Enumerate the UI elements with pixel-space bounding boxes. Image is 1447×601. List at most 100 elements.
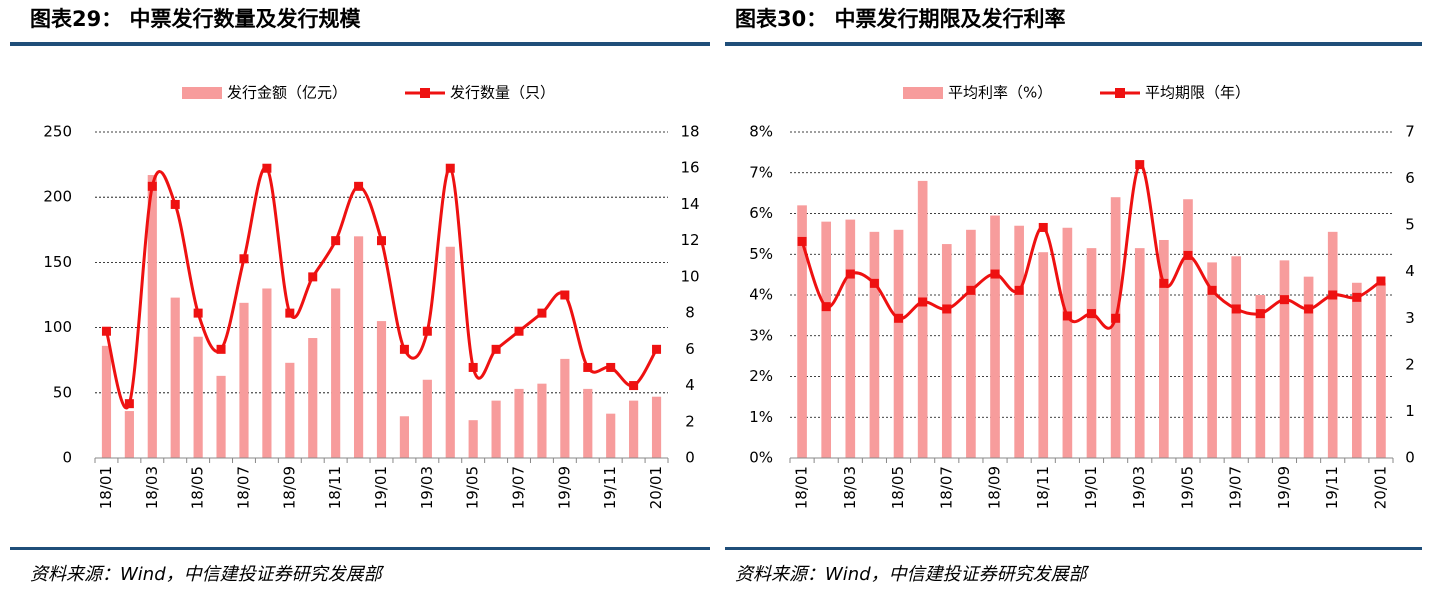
y2-tick-label: 12 [680, 231, 699, 249]
y2-tick-label: 7 [1405, 123, 1415, 141]
bar [1110, 197, 1121, 458]
bar [629, 400, 639, 458]
source-rule [725, 547, 1422, 550]
bar [1134, 248, 1145, 458]
marker [124, 399, 134, 409]
bar [285, 362, 295, 458]
bar [869, 231, 880, 458]
bar [216, 375, 226, 458]
y-tick-label: 3% [749, 326, 773, 344]
marker [845, 269, 855, 279]
x-tick-label: 18/11 [326, 466, 344, 509]
y-tick-label: 200 [43, 188, 72, 206]
legend-marker [420, 88, 430, 98]
bar [445, 246, 455, 458]
bar [262, 288, 272, 458]
x-tick-label: 19/01 [1082, 466, 1100, 509]
marker [308, 272, 318, 282]
marker [1159, 278, 1169, 288]
marker [147, 181, 157, 191]
bar [308, 338, 318, 458]
y2-tick-label: 2 [685, 412, 695, 430]
marker [377, 236, 386, 246]
bar [1159, 239, 1169, 458]
marker [1183, 250, 1193, 260]
bar [170, 297, 180, 458]
marker [445, 163, 455, 173]
bar [821, 221, 832, 458]
title-rule [725, 42, 1422, 46]
legend-marker [1115, 88, 1125, 98]
y2-tick-label: 2 [1405, 355, 1415, 373]
bar [583, 388, 593, 458]
marker [990, 269, 1000, 279]
marker [422, 326, 432, 336]
marker [1087, 309, 1096, 319]
bar [1086, 248, 1097, 458]
x-tick-label: 18/07 [937, 466, 955, 509]
y-tick-label: 0% [749, 449, 773, 467]
marker [1376, 276, 1386, 286]
x-tick-label: 19/07 [510, 466, 528, 509]
marker [331, 236, 341, 246]
legend-label: 平均期限（年） [1145, 84, 1250, 102]
x-tick-label: 19/11 [1323, 466, 1341, 509]
y-tick-label: 6% [749, 204, 773, 222]
y2-tick-label: 6 [1405, 169, 1415, 187]
marker [942, 304, 952, 314]
marker [101, 326, 111, 336]
bar [376, 321, 387, 458]
marker [491, 344, 501, 354]
marker [1328, 290, 1338, 300]
y-tick-label: 1% [749, 408, 773, 426]
x-tick-label: 19/09 [555, 466, 573, 509]
marker [239, 254, 249, 264]
y2-tick-label: 14 [680, 195, 699, 213]
x-tick-label: 19/05 [1178, 466, 1196, 509]
x-tick-label: 19/11 [601, 466, 619, 509]
bar [1014, 225, 1024, 458]
marker [1135, 160, 1145, 170]
x-tick-label: 19/03 [418, 466, 436, 509]
bar [468, 420, 478, 458]
marker [170, 199, 180, 209]
y2-tick-label: 1 [1405, 402, 1415, 420]
bar [239, 302, 249, 458]
x-tick-label: 20/01 [1371, 466, 1389, 509]
y-tick-label: 4% [749, 286, 773, 304]
x-tick-label: 18/05 [889, 466, 907, 509]
bar [147, 175, 157, 459]
bar [606, 413, 616, 458]
bar [193, 336, 203, 458]
legend-swatch [182, 87, 222, 99]
source-rule [10, 547, 710, 550]
x-tick-label: 19/01 [372, 466, 390, 509]
y2-tick-label: 4 [685, 376, 695, 394]
bar [1062, 227, 1073, 458]
marker [966, 285, 976, 295]
marker [354, 181, 364, 191]
x-tick-label: 18/01 [793, 466, 811, 509]
bar [651, 396, 662, 458]
marker [1255, 309, 1265, 319]
title-rule [10, 42, 710, 46]
source: 资料来源：Wind，中信建投证券研究发展部 [735, 564, 1090, 585]
y2-tick-label: 0 [1405, 449, 1415, 467]
x-tick-label: 19/03 [1130, 466, 1148, 509]
y2-tick-label: 5 [1405, 216, 1415, 234]
marker [918, 297, 928, 307]
bar [893, 229, 904, 458]
y2-tick-label: 3 [1405, 309, 1415, 327]
bar [1376, 282, 1386, 458]
marker [1352, 292, 1362, 302]
marker [1279, 295, 1289, 305]
bar [1255, 295, 1266, 458]
y2-tick-label: 18 [680, 123, 699, 141]
legend-label: 平均利率（%） [948, 84, 1052, 102]
bar [124, 411, 134, 458]
x-tick-label: 18/09 [986, 466, 1004, 509]
bar [845, 219, 856, 458]
bar [514, 388, 524, 458]
bar [1038, 252, 1049, 458]
bar [1183, 199, 1193, 459]
